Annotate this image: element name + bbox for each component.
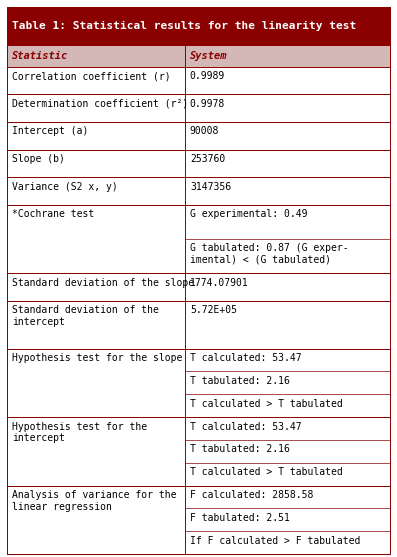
Bar <box>7 204 390 273</box>
Text: 253760: 253760 <box>190 154 225 164</box>
Bar <box>7 417 390 486</box>
Text: T calculated: 53.47: T calculated: 53.47 <box>190 422 301 432</box>
Text: Intercept (a): Intercept (a) <box>12 126 88 136</box>
Text: Analysis of variance for the
linear regression: Analysis of variance for the linear regr… <box>12 490 176 511</box>
Text: If F calculated > F tabulated: If F calculated > F tabulated <box>190 536 360 546</box>
Text: Table 1: Statistical results for the linearity test: Table 1: Statistical results for the lin… <box>12 21 356 31</box>
Text: System: System <box>190 51 227 61</box>
Text: 3147356: 3147356 <box>190 182 231 192</box>
Text: T calculated > T tabulated: T calculated > T tabulated <box>190 467 343 477</box>
Text: 5.72E+05: 5.72E+05 <box>190 305 237 315</box>
Text: F calculated: 2858.58: F calculated: 2858.58 <box>190 490 313 500</box>
Text: Standard deviation of the slope: Standard deviation of the slope <box>12 277 194 287</box>
Bar <box>7 349 390 417</box>
Text: T tabulated: 2.16: T tabulated: 2.16 <box>190 376 290 386</box>
Text: 1774.07901: 1774.07901 <box>190 277 249 287</box>
Bar <box>7 67 390 95</box>
Bar <box>7 273 390 301</box>
Text: Hypothesis test for the slope: Hypothesis test for the slope <box>12 353 182 363</box>
Text: Variance (S2 x, y): Variance (S2 x, y) <box>12 182 118 192</box>
Text: Standard deviation of the
intercept: Standard deviation of the intercept <box>12 305 159 327</box>
Text: T calculated: 53.47: T calculated: 53.47 <box>190 353 301 363</box>
Text: Correlation coefficient (r): Correlation coefficient (r) <box>12 71 171 81</box>
Text: G experimental: 0.49: G experimental: 0.49 <box>190 209 307 219</box>
Text: Statistic: Statistic <box>12 51 68 61</box>
Bar <box>7 149 390 177</box>
Bar <box>7 95 390 122</box>
Text: 90008: 90008 <box>190 126 219 136</box>
Text: 0.9989: 0.9989 <box>190 71 225 81</box>
Text: Hypothesis test for the
intercept: Hypothesis test for the intercept <box>12 422 147 443</box>
Text: T calculated > T tabulated: T calculated > T tabulated <box>190 399 343 409</box>
Text: Determination coefficient (r²): Determination coefficient (r²) <box>12 99 188 109</box>
Bar <box>7 122 390 149</box>
Text: 0.9978: 0.9978 <box>190 99 225 109</box>
Text: *Cochrane test: *Cochrane test <box>12 209 94 219</box>
Bar <box>7 177 390 205</box>
Bar <box>7 7 390 45</box>
Text: Slope (b): Slope (b) <box>12 154 65 164</box>
Text: G tabulated: 0.87 (G exper-
imental) < (G tabulated): G tabulated: 0.87 (G exper- imental) < (… <box>190 243 349 265</box>
Bar <box>7 45 390 67</box>
Bar <box>7 486 390 554</box>
Text: T tabulated: 2.16: T tabulated: 2.16 <box>190 444 290 455</box>
Bar <box>7 301 390 349</box>
Text: F tabulated: 2.51: F tabulated: 2.51 <box>190 513 290 523</box>
